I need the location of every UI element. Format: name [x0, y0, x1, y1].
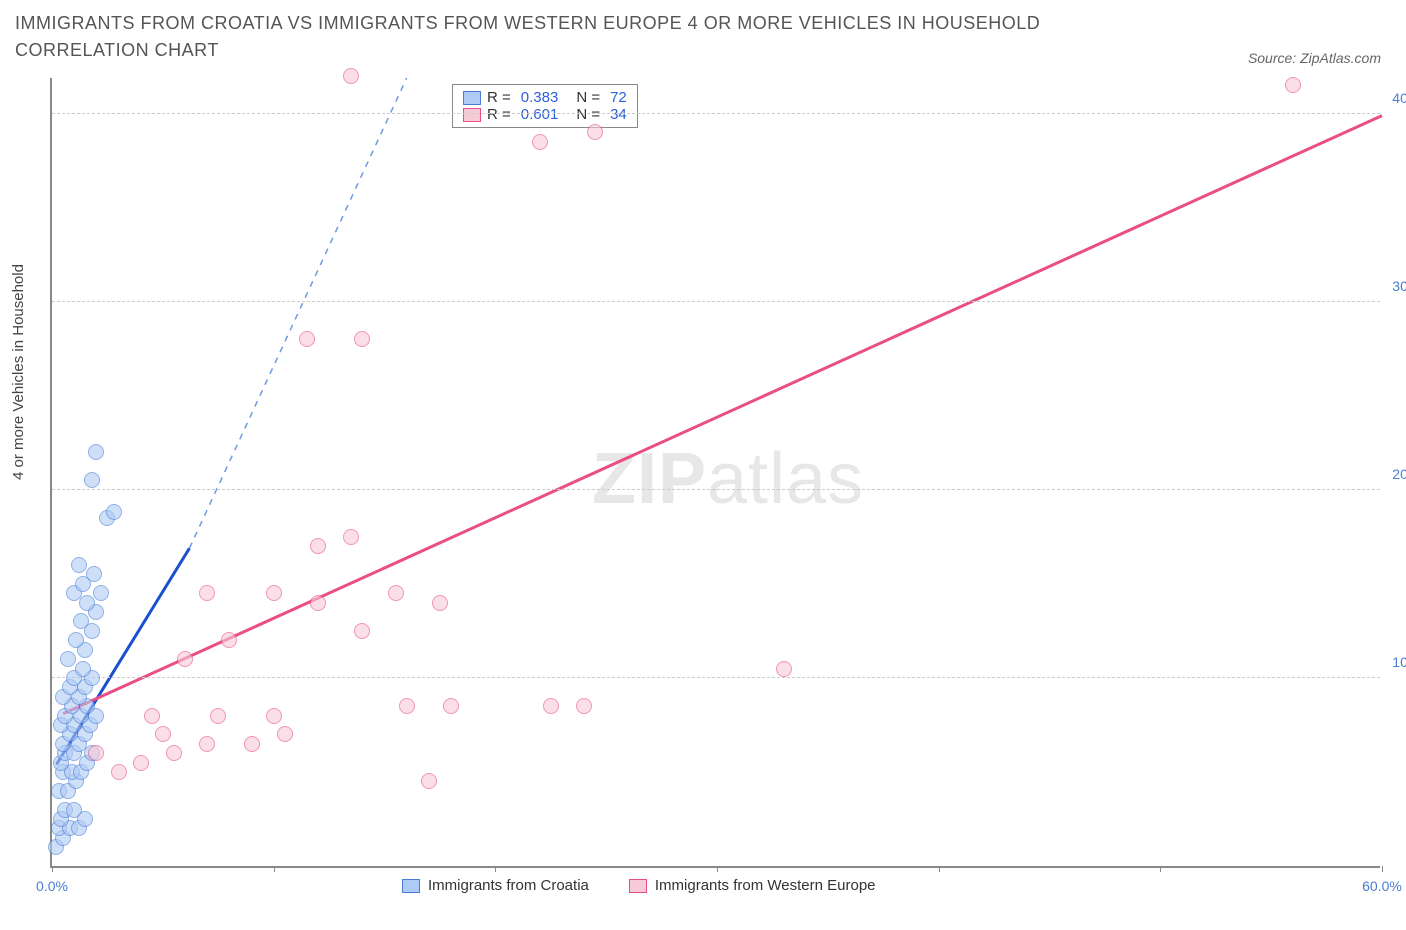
chart-title: IMMIGRANTS FROM CROATIA VS IMMIGRANTS FR…	[15, 10, 1115, 64]
scatter-point	[166, 745, 182, 761]
gridline	[52, 489, 1380, 490]
scatter-point	[310, 538, 326, 554]
scatter-point	[77, 811, 93, 827]
scatter-point	[106, 504, 122, 520]
scatter-point	[443, 698, 459, 714]
scatter-point	[155, 726, 171, 742]
y-tick-label: 20.0%	[1392, 466, 1406, 482]
x-tick-mark	[939, 866, 940, 872]
scatter-point	[776, 661, 792, 677]
stats-legend-row: R =0.601N =34	[463, 106, 627, 123]
scatter-point	[266, 585, 282, 601]
stats-legend: R =0.383N =72R =0.601N =34	[452, 84, 638, 128]
scatter-point	[1285, 77, 1301, 93]
scatter-point	[299, 331, 315, 347]
scatter-point	[73, 613, 89, 629]
series-legend: Immigrants from Croatia Immigrants from W…	[402, 877, 876, 894]
scatter-point	[587, 124, 603, 140]
scatter-point	[399, 698, 415, 714]
scatter-point	[71, 557, 87, 573]
scatter-point	[199, 736, 215, 752]
gridline	[52, 301, 1380, 302]
source-attribution: Source: ZipAtlas.com	[1248, 50, 1381, 66]
chart-plot-area: ZIPatlas R =0.383N =72R =0.601N =34 Immi…	[50, 78, 1380, 868]
y-tick-label: 10.0%	[1392, 654, 1406, 670]
scatter-point	[277, 726, 293, 742]
x-tick-mark	[717, 866, 718, 872]
scatter-point	[84, 472, 100, 488]
x-tick-mark	[1382, 866, 1383, 872]
stats-legend-row: R =0.383N =72	[463, 89, 627, 106]
scatter-point	[75, 661, 91, 677]
x-tick-label: 60.0%	[1362, 878, 1402, 894]
scatter-point	[88, 444, 104, 460]
scatter-point	[221, 632, 237, 648]
scatter-point	[343, 529, 359, 545]
scatter-point	[111, 764, 127, 780]
gridline	[52, 113, 1380, 114]
scatter-point	[421, 773, 437, 789]
scatter-point	[532, 134, 548, 150]
scatter-point	[177, 651, 193, 667]
scatter-point	[88, 745, 104, 761]
x-tick-mark	[52, 866, 53, 872]
scatter-point	[543, 698, 559, 714]
scatter-point	[68, 632, 84, 648]
y-tick-label: 30.0%	[1392, 278, 1406, 294]
scatter-point	[388, 585, 404, 601]
scatter-point	[354, 623, 370, 639]
x-tick-mark	[274, 866, 275, 872]
x-tick-mark	[495, 866, 496, 872]
scatter-point	[93, 585, 109, 601]
scatter-point	[210, 708, 226, 724]
legend-item: Immigrants from Croatia	[402, 877, 589, 894]
scatter-point	[199, 585, 215, 601]
scatter-point	[432, 595, 448, 611]
y-tick-label: 40.0%	[1392, 90, 1406, 106]
scatter-point	[354, 331, 370, 347]
scatter-point	[343, 68, 359, 84]
gridline	[52, 677, 1380, 678]
scatter-point	[576, 698, 592, 714]
scatter-point	[60, 651, 76, 667]
scatter-point	[244, 736, 260, 752]
legend-item: Immigrants from Western Europe	[629, 877, 876, 894]
watermark: ZIPatlas	[592, 438, 864, 520]
scatter-point	[266, 708, 282, 724]
scatter-point	[310, 595, 326, 611]
scatter-point	[86, 566, 102, 582]
y-axis-label: 4 or more Vehicles in Household	[10, 264, 27, 480]
scatter-point	[144, 708, 160, 724]
x-tick-mark	[1160, 866, 1161, 872]
scatter-point	[133, 755, 149, 771]
x-tick-label: 0.0%	[36, 878, 68, 894]
